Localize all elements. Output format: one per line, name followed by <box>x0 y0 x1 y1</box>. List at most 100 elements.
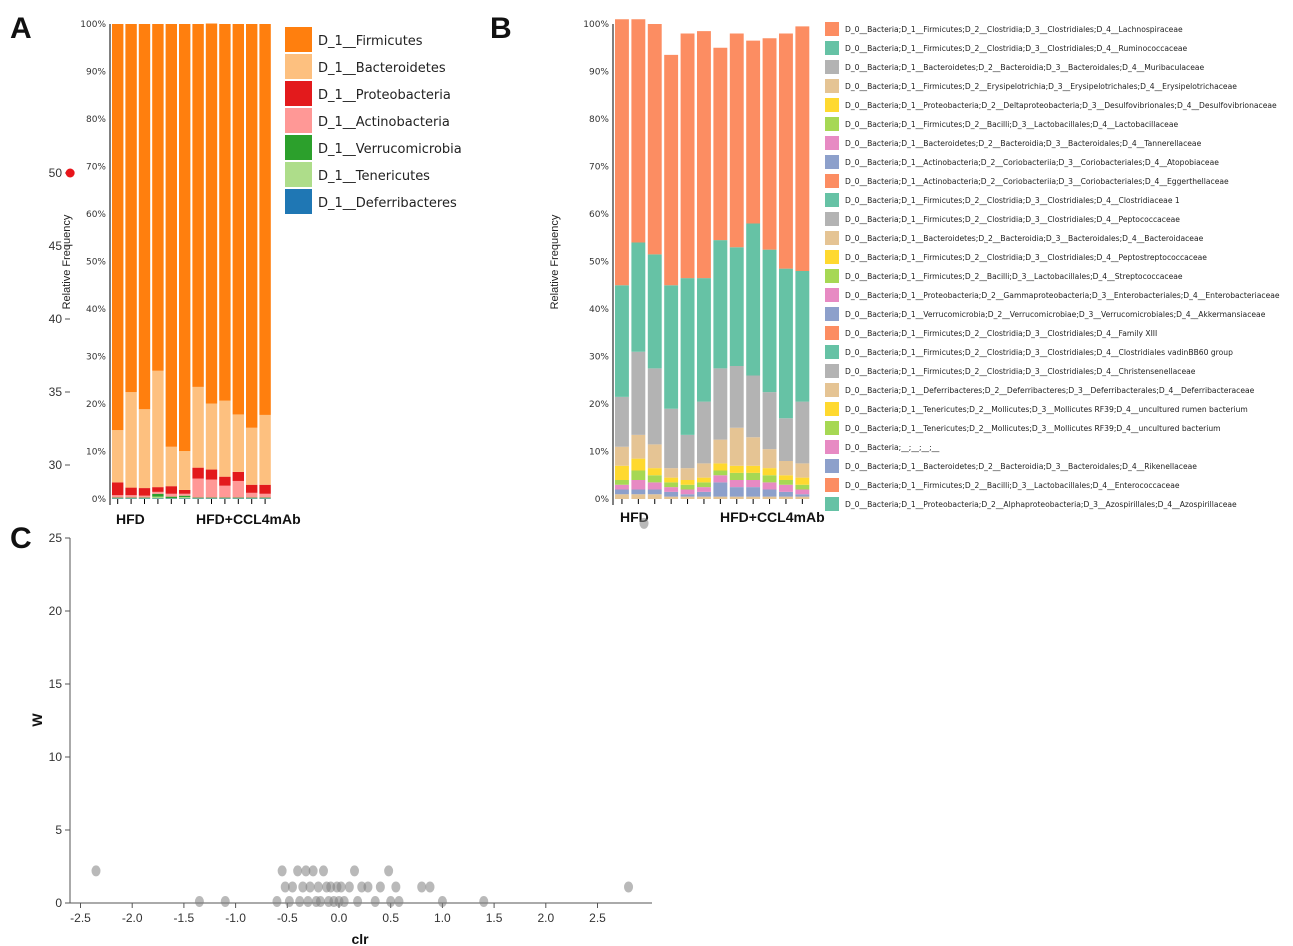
group-label-b-1: HFD+CCL4mAb <box>720 509 825 525</box>
bar-segment-a-s2-b5 <box>179 495 191 498</box>
x-axis-title-c: clr <box>351 931 369 946</box>
legend-label-b: D_0__Bacteria;D_1__Firmicutes;D_2__Bacil… <box>845 120 1179 129</box>
scatter-point-7 <box>287 881 297 893</box>
bar-segment-b-minor-10-3 <box>779 480 793 485</box>
scatter-point-16 <box>313 881 323 893</box>
legend-label-b: D_0__Bacteria;D_1__Firmicutes;D_2__Clost… <box>845 253 1207 262</box>
legend-label-a: D_1__Tenericutes <box>318 169 430 184</box>
bar-segment-b-s2-b8 <box>746 375 761 438</box>
legend-swatch-b <box>825 136 839 150</box>
bar-segment-b-minor-9-2 <box>762 482 777 490</box>
legend-label-b: D_0__Bacteria;D_1__Tenericutes;D_2__Moll… <box>845 405 1248 414</box>
bar-segment-b-minor-7-2 <box>729 480 744 488</box>
legend-label-a: D_1__Verrucomicrobia <box>318 142 462 157</box>
y-axis-title-a: Relative Frequency <box>61 214 73 309</box>
scatter-point-3 <box>272 896 282 908</box>
y-tick-label-b: 80% <box>589 115 609 125</box>
legend-label-b: D_0__Bacteria;D_1__Firmicutes;D_2__Clost… <box>845 329 1157 338</box>
scatter-point-31 <box>363 881 373 893</box>
bar-segment-a-s3-b5 <box>179 493 191 496</box>
legend-swatch-b <box>825 250 839 264</box>
bar-segment-b-s3-b3 <box>664 285 679 409</box>
bar-segment-b-s4-b10 <box>779 33 793 269</box>
scatter-point-34 <box>384 865 394 877</box>
y-tick-label-a: 10% <box>86 448 106 458</box>
legend-swatch-b <box>825 79 839 93</box>
bar-segment-b-s4-b1 <box>631 19 646 243</box>
bar-segment-b-s2-b0 <box>615 396 629 447</box>
bar-segment-b-minor-10-4 <box>779 475 793 480</box>
legend-swatch-b <box>825 231 839 245</box>
scatter-point-21 <box>326 881 336 893</box>
bar-segment-b-minor-3-0 <box>664 496 679 499</box>
bar-segment-b-minor-10-0 <box>779 496 793 499</box>
bar-segment-b-s3-b2 <box>647 254 662 369</box>
bar-segment-b-s3-b6 <box>713 240 728 369</box>
scatter-point-11 <box>301 865 311 877</box>
legend-label-b: D_0__Bacteria;D_1__Firmicutes;D_2__Clost… <box>845 348 1233 357</box>
scatter-point-27 <box>344 881 354 893</box>
bar-segment-a-s3-b4 <box>165 493 177 497</box>
panel-letter-c: C <box>10 522 32 555</box>
legend-label-a: D_1__Actinobacteria <box>318 115 450 130</box>
scatter-point-17 <box>315 896 325 908</box>
legend-label-b: D_0__Bacteria;D_1__Bacteroidetes;D_2__Ba… <box>845 234 1204 243</box>
y-axis-title-b: Relative Frequency <box>549 214 561 309</box>
scatter-point-26 <box>339 896 349 908</box>
bar-segment-b-s4-b4 <box>680 33 695 279</box>
bar-segment-b-s3-b8 <box>746 223 761 376</box>
bar-segment-a-s6-b5 <box>179 24 191 452</box>
bar-segment-a-s4-b3 <box>152 487 164 492</box>
bar-segment-b-s3-b7 <box>729 247 744 366</box>
x-tick-label-c: -0.5 <box>277 911 298 925</box>
legend-swatch-a <box>285 135 312 160</box>
bar-segment-a-s3-b2 <box>138 495 151 498</box>
bar-segment-a-s5-b1 <box>125 392 137 488</box>
bar-segment-a-s1-b3 <box>152 496 164 499</box>
bar-segment-b-minor-6-0 <box>713 496 728 499</box>
bar-segment-b-s1-b9 <box>762 449 777 469</box>
bar-segment-b-minor-1-4 <box>631 458 646 471</box>
bar-segment-a-s6-b10 <box>246 24 258 428</box>
bar-segment-b-minor-8-1 <box>746 487 761 497</box>
bar-segment-b-s4-b8 <box>746 40 761 224</box>
bar-segment-a-s3-b6 <box>192 478 204 498</box>
bar-segment-b-s1-b11 <box>795 463 810 478</box>
bar-segment-b-minor-2-1 <box>647 489 662 495</box>
bar-segment-b-minor-8-3 <box>746 472 761 480</box>
bar-segment-a-s4-b8 <box>219 476 231 486</box>
legend-swatch-b <box>825 117 839 131</box>
bar-segment-b-minor-5-2 <box>697 487 711 492</box>
bar-segment-a-s5-b5 <box>179 451 191 490</box>
bar-segment-b-minor-8-2 <box>746 480 761 488</box>
bar-segment-b-s2-b1 <box>631 351 646 435</box>
bar-segment-b-s1-b3 <box>664 468 679 478</box>
group-label-a-1: HFD+CCL4mAb <box>196 511 301 527</box>
scatter-point-12 <box>303 896 313 908</box>
legend-label-b: D_0__Bacteria;D_1__Firmicutes;D_2__Clost… <box>845 25 1183 34</box>
y-tick-label-b: 90% <box>589 68 609 78</box>
panel-letter-a: A <box>10 12 32 45</box>
legend-label-a: D_1__Proteobacteria <box>318 88 451 103</box>
bar-segment-b-minor-3-4 <box>664 477 679 483</box>
legend-swatch-a <box>285 81 312 106</box>
legend-label-b: D_0__Bacteria;D_1__Verrucomicrobia;D_2__… <box>845 310 1266 319</box>
legend-swatch-b <box>825 383 839 397</box>
legend-swatch-a <box>285 108 312 133</box>
legend-label-b: D_0__Bacteria;D_1__Deferribacteres;D_2__… <box>845 386 1255 395</box>
legend-swatch-b <box>825 497 839 511</box>
scatter-point-42 <box>624 881 634 893</box>
y-tick-label-c: 20 <box>49 604 63 618</box>
scatter-point-43 <box>639 517 649 529</box>
scatter-point-36 <box>391 881 401 893</box>
bar-segment-b-minor-5-1 <box>697 491 711 497</box>
bar-segment-a-s5-b9 <box>232 414 244 472</box>
scatter-point-18 <box>318 865 328 877</box>
bar-segment-b-minor-7-1 <box>729 487 744 497</box>
bar-segment-b-minor-6-2 <box>713 475 728 483</box>
legend-swatch-b <box>825 307 839 321</box>
bar-segment-a-s6-b11 <box>259 24 271 415</box>
bar-segment-b-s4-b0 <box>615 19 629 286</box>
scatter-point-0 <box>91 865 101 877</box>
scatter-point-13 <box>305 881 315 893</box>
